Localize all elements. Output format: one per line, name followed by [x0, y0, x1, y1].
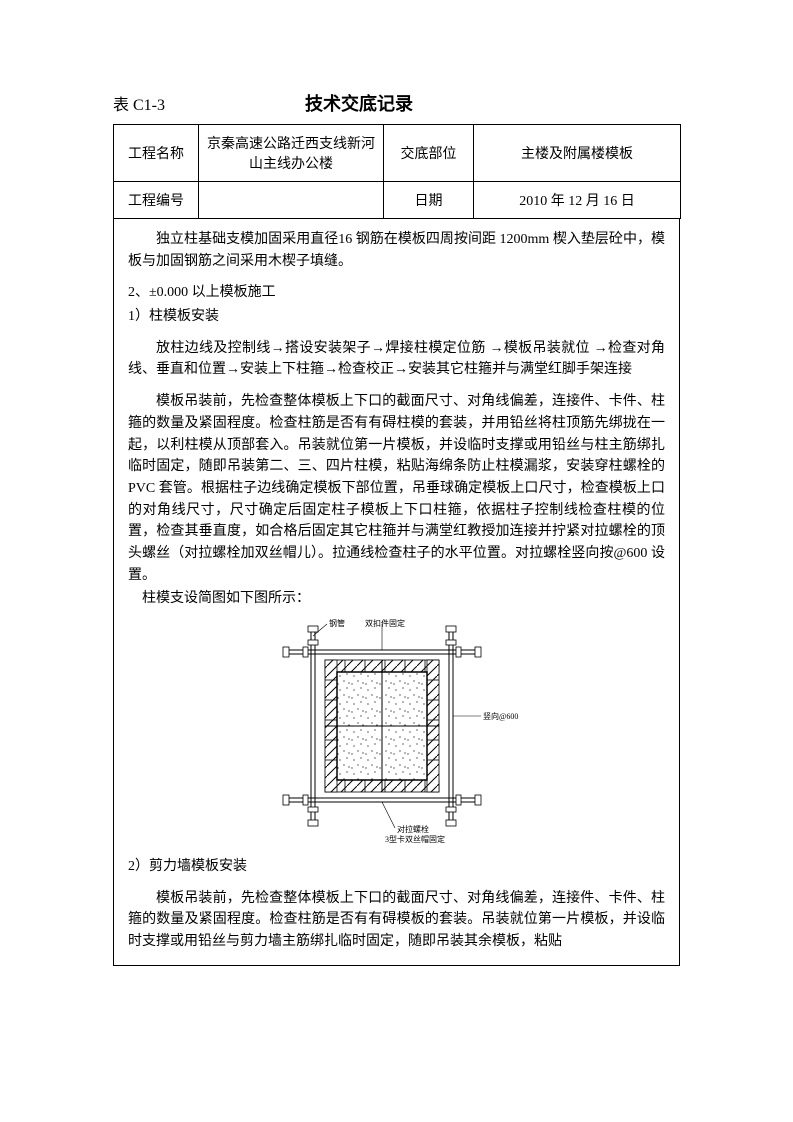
paragraph: 1）柱模板安装 — [128, 306, 665, 328]
label-location: 交底部位 — [384, 125, 474, 182]
figure-label-steel-pipe: 钢管 — [329, 618, 345, 628]
page-title: 技术交底记录 — [305, 90, 413, 116]
figure-label-double-clamp: 双扣件固定 — [365, 618, 405, 628]
value-project-name: 京秦高速公路迁西支线新河山主线办公楼 — [199, 125, 384, 182]
figure-label-tie-bolt2: 3型卡双丝帽固定 — [385, 834, 445, 844]
table-row: 工程编号 日期 2010 年 12 月 16 日 — [114, 182, 681, 219]
meta-table: 工程名称 京秦高速公路迁西支线新河山主线办公楼 交底部位 主楼及附属楼模板 工程… — [113, 124, 681, 219]
table-number: 表 C1-3 — [113, 91, 165, 115]
value-location: 主楼及附属楼模板 — [474, 125, 681, 182]
page-header: 表 C1-3 技术交底记录 — [113, 90, 680, 116]
label-project-name: 工程名称 — [114, 125, 199, 182]
content-body: 独立柱基础支模加固采用直径16 钢筋在模板四周按间距 1200mm 楔入垫层砼中… — [113, 219, 680, 966]
label-date: 日期 — [384, 182, 474, 219]
value-project-no — [199, 182, 384, 219]
paragraph: 放柱边线及控制线→搭设安装架子→焊接柱模定位筋 →模板吊装就位 →检查对角线、垂… — [128, 338, 665, 381]
figure-label-tie-bolt1: 对拉螺栓 — [397, 824, 429, 834]
paragraph: 2、±0.000 以上模板施工 — [128, 282, 665, 304]
paragraph: 模板吊装前，先检查整体模板上下口的截面尺寸、对角线偏差，连接件、卡件、柱箍的数量… — [128, 888, 665, 953]
value-date: 2010 年 12 月 16 日 — [474, 182, 681, 219]
column-formwork-diagram: 钢管 双扣件固定 竖向@600 对拉螺栓 3型卡双丝帽固定 — [267, 616, 527, 846]
table-row: 工程名称 京秦高速公路迁西支线新河山主线办公楼 交底部位 主楼及附属楼模板 — [114, 125, 681, 182]
paragraph: 柱模支设简图如下图所示： — [128, 588, 665, 610]
label-project-no: 工程编号 — [114, 182, 199, 219]
paragraph: 模板吊装前，先检查整体模板上下口的截面尺寸、对角线偏差，连接件、卡件、柱箍的数量… — [128, 391, 665, 586]
figure-label-vertical-600: 竖向@600 — [483, 711, 518, 721]
paragraph: 独立柱基础支模加固采用直径16 钢筋在模板四周按间距 1200mm 楔入垫层砼中… — [128, 229, 665, 272]
paragraph: 2）剪力墙模板安装 — [128, 856, 665, 878]
